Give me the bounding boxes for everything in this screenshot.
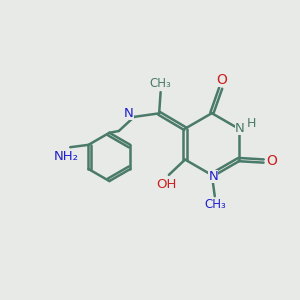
- Text: CH₃: CH₃: [205, 198, 226, 211]
- Text: N: N: [235, 122, 245, 135]
- Text: N: N: [208, 170, 218, 183]
- Text: N: N: [124, 107, 134, 120]
- Text: O: O: [217, 73, 228, 87]
- Text: O: O: [266, 154, 277, 168]
- Text: CH₃: CH₃: [150, 77, 172, 90]
- Text: OH: OH: [156, 178, 177, 191]
- Text: H: H: [246, 117, 256, 130]
- Text: NH₂: NH₂: [54, 150, 79, 163]
